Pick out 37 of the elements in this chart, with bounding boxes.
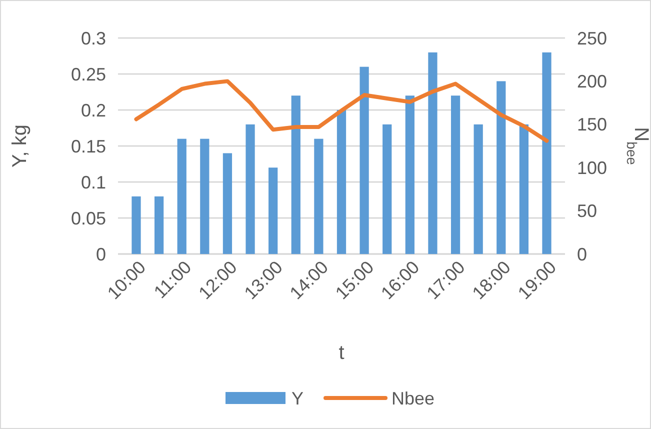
y2-tick-label: 100 [577, 158, 608, 178]
bar [291, 96, 300, 254]
bar [132, 196, 141, 254]
y2-tick-label: 200 [577, 72, 608, 92]
y2-tick-label: 150 [577, 114, 608, 135]
y-tick-label: 0.05 [70, 208, 106, 228]
y-tick-label: 0.25 [70, 64, 106, 84]
y-tick-label: 0.15 [70, 136, 106, 156]
bar [450, 96, 460, 254]
bar [542, 52, 552, 254]
bar [177, 138, 186, 254]
bar [405, 96, 414, 254]
y-tick-label: 0 [96, 244, 106, 264]
bar [519, 124, 529, 254]
bar [496, 81, 506, 254]
y-axis-title: Y, kg [9, 124, 31, 168]
bar [382, 124, 392, 254]
y-tick-label: 0.2 [80, 100, 106, 120]
y2-tick-label: 250 [577, 28, 608, 48]
bar [246, 124, 255, 254]
bar [314, 138, 324, 254]
bar [154, 196, 164, 254]
bar [474, 124, 483, 254]
bar [336, 110, 346, 254]
legend-label: Y [292, 388, 304, 408]
bar [360, 66, 369, 254]
line-series [134, 79, 549, 143]
legend-label: Nbee [392, 388, 435, 408]
bar [222, 153, 232, 254]
bar [268, 168, 278, 254]
y-tick-label: 0.1 [80, 172, 106, 192]
bar [200, 138, 210, 254]
y2-tick-label: 0 [577, 244, 588, 264]
x-axis-title: t [338, 342, 345, 364]
bar [428, 52, 438, 254]
y-tick-label: 0.3 [80, 28, 106, 48]
y2-tick-label: 50 [577, 201, 598, 222]
